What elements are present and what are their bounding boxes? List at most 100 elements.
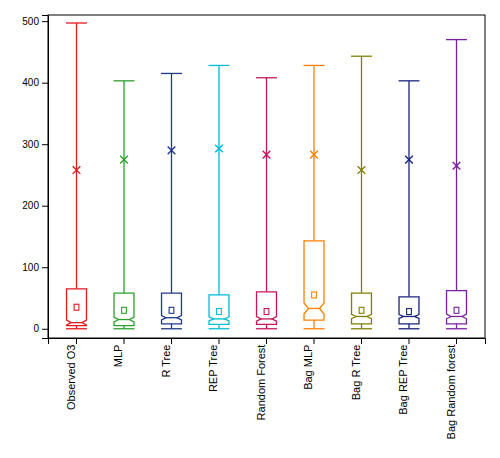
y-tick-label: 400: [22, 77, 39, 88]
box: [67, 289, 87, 326]
median-line: [309, 308, 320, 309]
box-group: [66, 23, 87, 329]
chart: 0 100 200 300 400 500 Observed O3 MLP R Tree REP …: [0, 0, 500, 458]
box-group: [446, 40, 467, 329]
x-tick: Random Forest: [255, 338, 267, 420]
upper-cap: [161, 73, 182, 74]
x-tick-label: Bag MLP: [302, 345, 314, 390]
median-line: [356, 316, 367, 317]
x-tick-label: Bag REP Tree: [397, 345, 409, 415]
x-tick: Observed O3: [65, 338, 77, 410]
y-tick-label: 500: [22, 16, 39, 27]
lower-cap: [446, 328, 467, 329]
upper-whisker: [218, 65, 219, 294]
box: [209, 295, 229, 325]
y-tick-label: 0: [33, 323, 39, 334]
mean-marker: [310, 151, 318, 159]
lower-whisker: [456, 324, 457, 329]
median-line: [451, 316, 462, 317]
upper-cap: [399, 80, 420, 81]
box: [447, 291, 467, 324]
x-tick: MLP: [112, 338, 124, 367]
median-line: [261, 318, 272, 319]
square-marker: [454, 307, 459, 313]
x-tick-mark: [409, 338, 410, 344]
mean-marker: [453, 162, 461, 170]
mean-marker: [73, 166, 81, 174]
lower-whisker: [313, 320, 314, 329]
median-line: [71, 322, 82, 323]
x-tick-label: Observed O3: [65, 345, 77, 410]
upper-whisker: [76, 23, 77, 289]
square-marker: [122, 307, 127, 313]
mean-marker: [263, 151, 271, 159]
lower-cap: [209, 328, 230, 329]
x-tick-label: Bag R Tree: [350, 345, 362, 401]
mean-marker: [168, 147, 176, 155]
box-group: [114, 81, 135, 329]
box-group: [351, 56, 372, 329]
box: [399, 297, 419, 324]
lower-cap: [161, 328, 182, 329]
x-tick: Bag REP Tree: [397, 338, 409, 415]
y-tick-mark: [42, 329, 48, 330]
y-tick-label: 200: [22, 200, 39, 211]
upper-whisker: [361, 56, 362, 293]
upper-cap: [304, 65, 325, 66]
median-line: [214, 318, 225, 319]
x-axis: Observed O3 MLP R Tree REP Tree Random Fores…: [49, 338, 486, 439]
x-tick-label: MLP: [112, 345, 124, 368]
x-tick-mark: [76, 338, 77, 344]
x-tick: Bag MLP: [302, 338, 314, 390]
upper-whisker: [408, 81, 409, 297]
upper-cap: [351, 56, 372, 57]
lower-whisker: [361, 324, 362, 329]
x-axis-line: [49, 339, 486, 345]
upper-cap: [209, 65, 230, 66]
y-tick-mark: [42, 83, 48, 84]
square-marker: [74, 304, 79, 310]
box-group: [304, 65, 325, 328]
y-axis: 0 100 200 300 400 500: [22, 16, 48, 339]
y-axis-line: [42, 16, 49, 339]
y-tick: 0: [33, 323, 48, 334]
y-tick-mark: [42, 267, 48, 268]
x-tick-mark: [314, 338, 315, 344]
x-tick: Bag R Tree: [350, 338, 362, 400]
y-tick-label: 300: [22, 139, 39, 150]
lower-cap: [304, 328, 325, 329]
median-line: [119, 319, 130, 320]
y-tick-mark: [42, 144, 48, 145]
box: [304, 241, 324, 320]
mean-marker: [405, 156, 413, 164]
upper-cap: [256, 77, 277, 78]
y-tick: 100: [22, 262, 48, 273]
square-marker: [169, 307, 174, 313]
mean-marker: [120, 156, 128, 164]
upper-whisker: [123, 81, 124, 293]
x-tick-mark: [124, 338, 125, 344]
x-tick: Bag Random forest: [445, 338, 457, 439]
x-tick: REP Tree: [207, 338, 219, 392]
box: [352, 293, 372, 324]
lower-whisker: [171, 324, 172, 329]
upper-cap: [114, 80, 135, 81]
y-tick: 200: [22, 200, 48, 211]
lower-cap: [351, 328, 372, 329]
upper-whisker: [171, 73, 172, 293]
x-tick-mark: [361, 338, 362, 344]
mean-marker: [215, 145, 223, 153]
lower-cap: [66, 328, 87, 329]
y-tick-label: 100: [22, 262, 39, 273]
y-tick: 400: [22, 77, 48, 88]
plot-frame: [48, 15, 485, 338]
box: [257, 292, 277, 325]
mean-marker: [358, 166, 366, 174]
square-marker: [407, 309, 412, 315]
lower-whisker: [408, 324, 409, 329]
x-tick-mark: [171, 338, 172, 344]
square-marker: [217, 309, 222, 315]
boxes: [66, 23, 467, 329]
x-tick: R Tree: [160, 338, 172, 378]
square-marker: [264, 309, 269, 315]
